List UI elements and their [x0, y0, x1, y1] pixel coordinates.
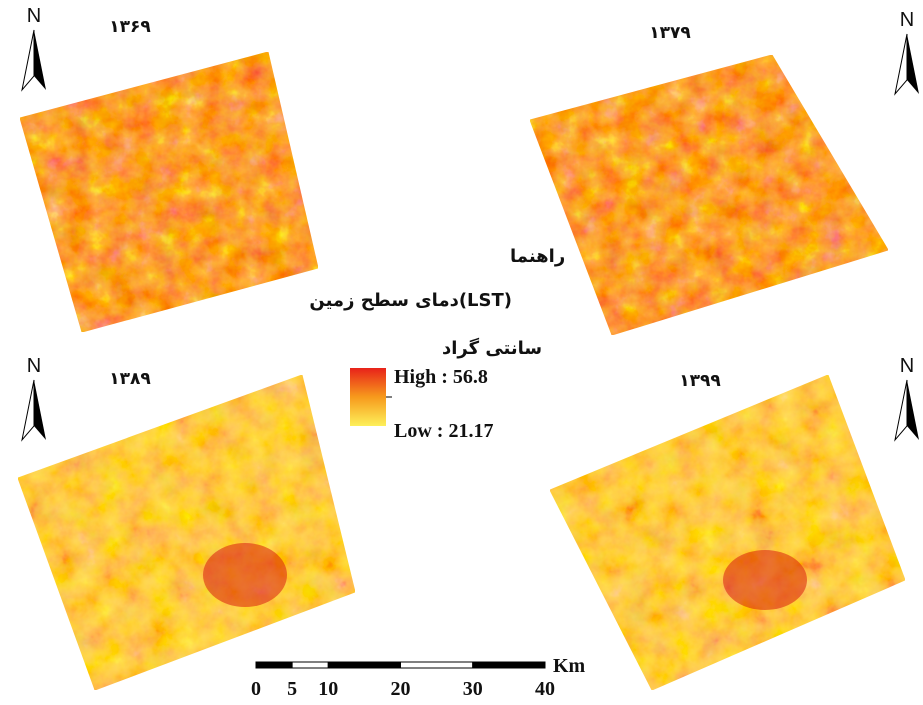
- scale-bar: 0 5 10 20 30 40: [251, 661, 555, 700]
- scale-segment: [327, 661, 401, 669]
- map-1389: [17, 374, 356, 691]
- map-1399: [549, 374, 906, 691]
- scale-segment: [255, 661, 293, 669]
- scale-label: 10: [318, 678, 338, 700]
- map-1369: [19, 51, 319, 333]
- scale-segment: [400, 661, 474, 669]
- north-arrow: N: [894, 355, 919, 442]
- panel-title: ۱۳۸۹: [109, 369, 151, 389]
- north-label: N: [27, 355, 41, 377]
- color-ramp: [350, 368, 386, 426]
- scale-label: 0: [251, 678, 261, 700]
- panel-title: ۱۳۶۹: [109, 17, 151, 37]
- hot-spot: [723, 550, 807, 610]
- north-label: N: [900, 9, 914, 31]
- map-1379: [529, 54, 889, 336]
- legend-low: Low : 21.17: [394, 420, 493, 442]
- north-label: N: [27, 5, 41, 27]
- hot-spot: [203, 543, 287, 607]
- scale-segment: [472, 661, 546, 669]
- scale-segment: [291, 661, 329, 669]
- scale-unit: Km: [553, 655, 586, 677]
- panel-title: ۱۳۹۹: [679, 371, 721, 391]
- legend-subtitle: دمای سطح زمین(LST): [309, 290, 512, 311]
- legend-unit: سانتی گراد: [442, 337, 542, 359]
- legend-high: High : 56.8: [394, 366, 488, 388]
- scale-label: 40: [535, 678, 555, 700]
- legend-title: راهنما: [510, 246, 565, 267]
- north-arrow: N: [21, 5, 46, 92]
- panel-title: ۱۳۷۹: [649, 23, 691, 43]
- north-arrow: N: [21, 355, 46, 442]
- north-label: N: [900, 355, 914, 377]
- scale-label: 20: [391, 678, 411, 700]
- scale-label: 30: [463, 678, 483, 700]
- north-arrow: N: [894, 9, 919, 96]
- scale-label: 5: [287, 678, 297, 700]
